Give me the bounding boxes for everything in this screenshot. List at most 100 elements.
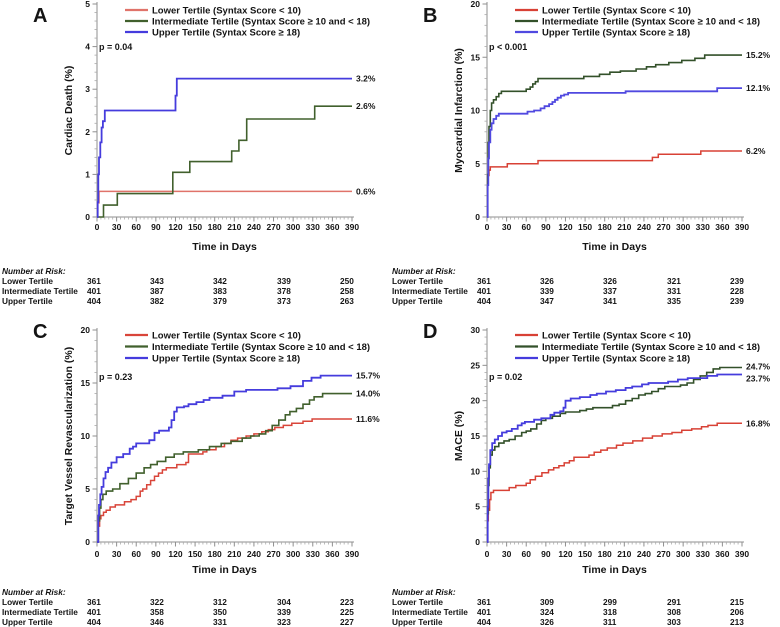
x-tick-label: 360	[325, 222, 339, 232]
x-tick-label: 300	[676, 222, 690, 232]
x-axis-title: Time in Days	[582, 564, 647, 576]
x-tick-label: 240	[637, 549, 651, 559]
risk-value: 404	[87, 296, 101, 306]
x-tick-label: 60	[131, 222, 141, 232]
risk-value: 342	[213, 276, 227, 286]
x-tick-label: 300	[676, 549, 690, 559]
x-tick-label: 330	[696, 222, 710, 232]
risk-value: 331	[667, 286, 681, 296]
y-tick-label: 10	[471, 106, 481, 116]
x-tick-label: 360	[325, 549, 339, 559]
panel-b: B 0 5 10 15 20 0 30 60 90 120 150 180 210 240 270 300 330…	[390, 0, 780, 313]
risk-value: 326	[540, 617, 554, 627]
panel-letter: A	[33, 5, 47, 27]
risk-value: 321	[667, 276, 681, 286]
y-axis-title: MACE (%)	[453, 411, 465, 461]
risk-value: 227	[340, 617, 354, 627]
risk-value: 339	[277, 276, 291, 286]
y-tick-label: 5	[475, 159, 480, 169]
risk-value: 213	[730, 617, 744, 627]
x-tick-label: 210	[227, 549, 241, 559]
risk-row-label-intermediate-tertile: Intermediate Tertile	[2, 607, 78, 617]
p-value-label: p = 0.04	[99, 42, 132, 52]
x-tick-label: 180	[598, 549, 612, 559]
end-label-upper-tertile: 15.7%	[356, 371, 381, 381]
x-tick-label: 0	[95, 549, 100, 559]
series-line-lower-tertile	[97, 418, 352, 543]
end-label-intermediate-tertile: 14.0%	[356, 389, 381, 399]
x-tick-label: 330	[696, 549, 710, 559]
risk-value: 339	[540, 286, 554, 296]
risk-value: 361	[87, 276, 101, 286]
legend-label-intermediate-tertile: Intermediate Tertile (Syntax Score ≥ 10 …	[152, 342, 370, 353]
x-tick-label: 210	[617, 222, 631, 232]
series-line-upper-tertile	[486, 87, 742, 218]
x-tick-label: 30	[502, 549, 512, 559]
x-tick-label: 240	[637, 222, 651, 232]
x-tick-label: 120	[558, 222, 572, 232]
series-line-lower-tertile	[486, 150, 742, 218]
series-line-upper-tertile	[97, 374, 352, 543]
risk-value: 343	[150, 276, 164, 286]
x-tick-label: 330	[306, 549, 320, 559]
series-line-upper-tertile	[486, 373, 742, 543]
x-tick-label: 270	[266, 549, 280, 559]
risk-value: 308	[667, 607, 681, 617]
y-axis-title: Cardiac Death (%)	[63, 66, 75, 156]
x-tick-label: 0	[485, 222, 490, 232]
end-label-intermediate-tertile: 15.2%	[746, 50, 771, 60]
risk-value: 291	[667, 597, 681, 607]
end-label-lower-tertile: 6.2%	[746, 146, 766, 156]
risk-row-label-intermediate-tertile: Intermediate Tertile	[392, 607, 468, 617]
y-tick-label: 0	[85, 212, 90, 222]
panel-letter: B	[423, 5, 437, 27]
x-tick-label: 120	[168, 222, 182, 232]
risk-value: 347	[540, 296, 554, 306]
panel-letter: D	[423, 321, 437, 343]
end-label-upper-tertile: 3.2%	[356, 74, 376, 84]
risk-row-label-upper-tertile: Upper Tertile	[392, 617, 443, 627]
risk-value: 335	[667, 296, 681, 306]
risk-value: 303	[667, 617, 681, 627]
panel-letter: C	[33, 321, 47, 343]
risk-value: 206	[730, 607, 744, 617]
y-tick-label: 3	[85, 84, 90, 94]
p-value-label: p = 0.23	[99, 372, 132, 382]
risk-value: 361	[477, 597, 491, 607]
risk-row-label-intermediate-tertile: Intermediate Tertile	[2, 286, 78, 296]
y-tick-label: 0	[85, 537, 90, 547]
legend-label-upper-tertile: Upper Tertile (Syntax Score ≥ 18)	[152, 354, 300, 365]
risk-value: 346	[150, 617, 164, 627]
x-tick-label: 90	[151, 549, 161, 559]
end-label-lower-tertile: 0.6%	[356, 186, 376, 196]
x-tick-label: 60	[521, 549, 531, 559]
legend-label-lower-tertile: Lower Tertile (Syntax Score < 10)	[542, 6, 691, 17]
x-tick-label: 150	[578, 549, 592, 559]
x-tick-label: 30	[112, 549, 122, 559]
risk-value: 382	[150, 296, 164, 306]
x-tick-label: 390	[735, 222, 749, 232]
risk-value: 404	[87, 617, 101, 627]
risk-row-label-lower-tertile: Lower Tertile	[392, 597, 443, 607]
x-axis-title: Time in Days	[582, 241, 647, 253]
x-tick-label: 60	[131, 549, 141, 559]
risk-value: 304	[277, 597, 291, 607]
risk-value: 299	[603, 597, 617, 607]
risk-value: 361	[87, 597, 101, 607]
risk-value: 239	[730, 296, 744, 306]
x-tick-label: 240	[247, 549, 261, 559]
end-label-lower-tertile: 16.8%	[746, 418, 771, 428]
risk-value: 258	[340, 286, 354, 296]
x-tick-label: 270	[266, 222, 280, 232]
y-axis-title: Target Vessel Revascularization (%)	[63, 347, 75, 525]
x-tick-label: 390	[735, 549, 749, 559]
risk-value: 404	[477, 617, 491, 627]
risk-value: 326	[540, 276, 554, 286]
risk-value: 250	[340, 276, 354, 286]
risk-value: 239	[730, 276, 744, 286]
risk-table-header: Number at Risk:	[2, 587, 66, 597]
risk-value: 324	[540, 607, 554, 617]
x-tick-label: 300	[286, 222, 300, 232]
risk-value: 401	[87, 286, 101, 296]
